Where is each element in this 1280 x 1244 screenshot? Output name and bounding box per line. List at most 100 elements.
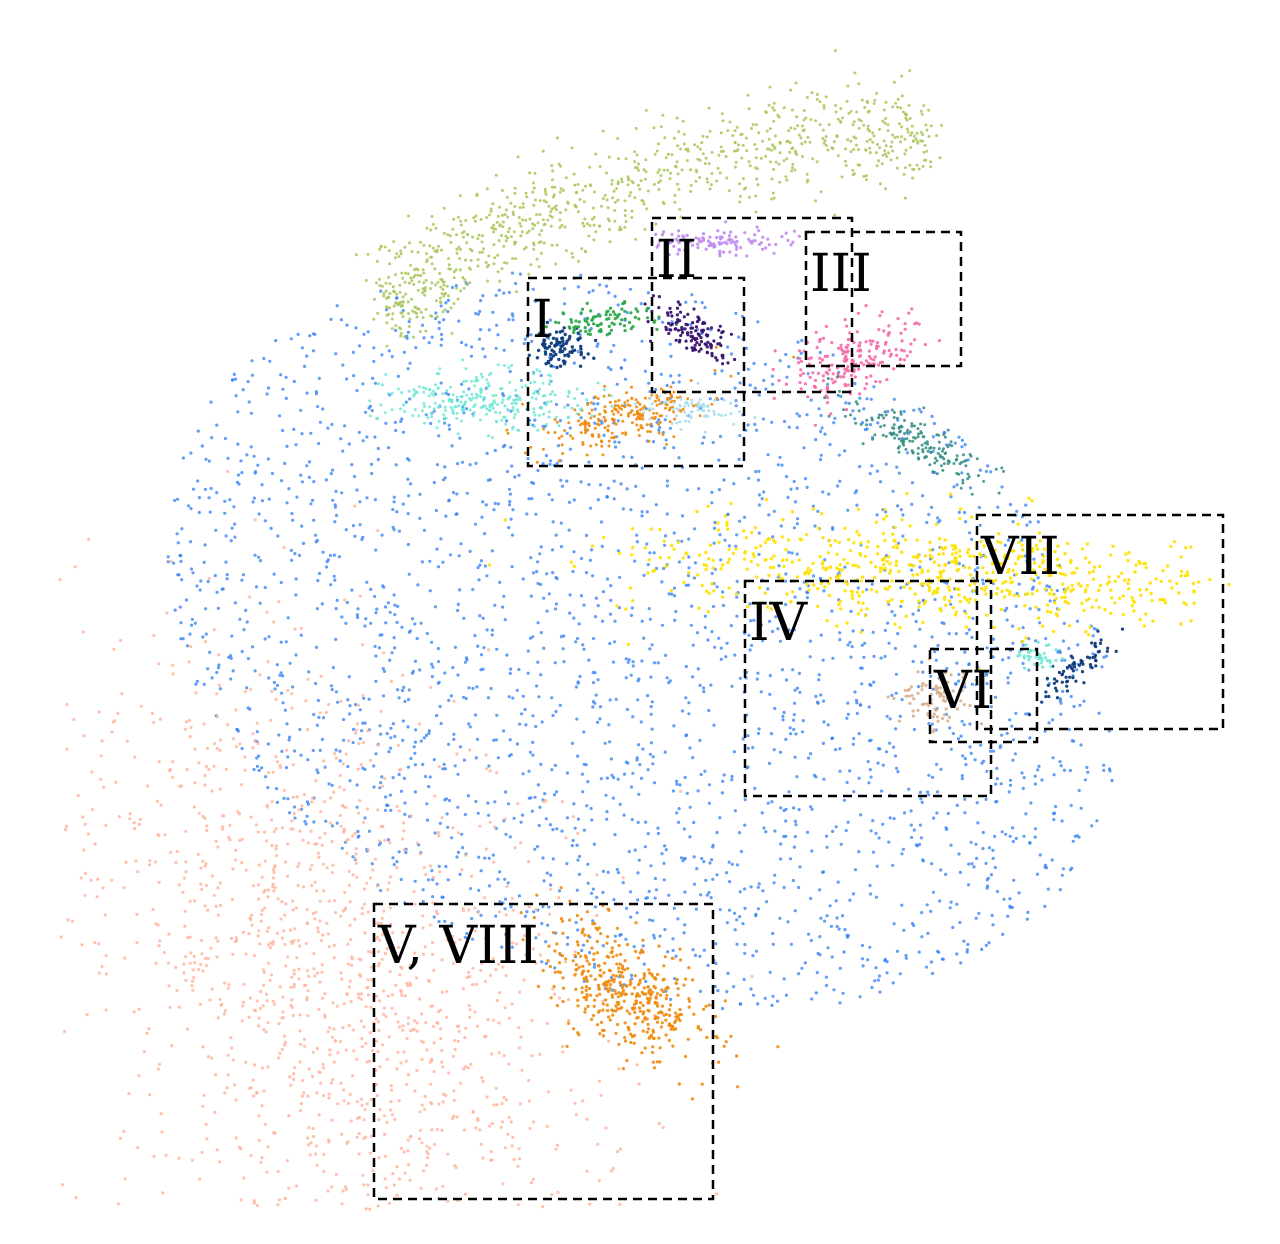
scatter-point (897, 122, 901, 126)
scatter-point (261, 968, 265, 972)
scatter-point (642, 962, 646, 966)
scatter-point (809, 398, 813, 402)
scatter-point (344, 805, 348, 810)
scatter-point (421, 268, 425, 272)
scatter-point (553, 185, 557, 189)
scatter-point (364, 1005, 368, 1009)
scatter-point (540, 720, 544, 724)
scatter-point (511, 210, 515, 214)
scatter-point (406, 272, 410, 276)
scatter-point (663, 534, 668, 538)
scatter-point (542, 199, 546, 203)
scatter-point (240, 471, 244, 475)
scatter-point (791, 718, 796, 722)
scatter-point (731, 134, 735, 137)
scatter-point (536, 560, 540, 564)
scatter-point (307, 1067, 311, 1071)
scatter-point (419, 240, 422, 244)
scatter-point (401, 304, 404, 307)
scatter-point (383, 1154, 387, 1158)
scatter-point (337, 555, 341, 559)
scatter-point (147, 1027, 151, 1031)
scatter-point (433, 794, 437, 798)
scatter-point (302, 1037, 306, 1041)
scatter-point (397, 529, 401, 533)
scatter-point (790, 169, 794, 173)
scatter-point (846, 712, 851, 716)
scatter-point (465, 407, 469, 411)
scatter-point (935, 134, 938, 138)
scatter-point (751, 993, 756, 997)
scatter-point (888, 816, 892, 820)
scatter-point (257, 1138, 261, 1143)
scatter-point (693, 300, 698, 304)
scatter-point (644, 158, 648, 162)
scatter-point (327, 1138, 331, 1142)
scatter-point (930, 722, 934, 726)
scatter-point (517, 216, 521, 219)
scatter-point (527, 229, 531, 233)
scatter-point (733, 141, 737, 145)
scatter-point (679, 789, 683, 794)
scatter-point (278, 763, 282, 768)
scatter-point (671, 937, 675, 941)
scatter-point (847, 401, 851, 405)
scatter-point (334, 1172, 338, 1176)
scatter-point (872, 654, 876, 659)
scatter-point (420, 1103, 424, 1107)
scatter-point (437, 680, 441, 684)
scatter-point (1043, 904, 1047, 909)
scatter-point (345, 377, 349, 381)
scatter-point (294, 1184, 299, 1188)
scatter-point (631, 771, 635, 775)
scatter-point (494, 346, 498, 350)
scatter-point (292, 972, 296, 976)
scatter-point (544, 454, 549, 458)
scatter-point (176, 541, 180, 545)
scatter-point (502, 348, 506, 352)
scatter-point (645, 542, 649, 546)
scatter-point (356, 703, 360, 707)
scatter-point (1014, 836, 1018, 841)
scatter-point (216, 913, 220, 917)
scatter-point (1020, 771, 1024, 775)
scatter-point (451, 227, 455, 231)
scatter-point (561, 1050, 565, 1054)
scatter-point (365, 1102, 369, 1106)
scatter-point (799, 351, 803, 355)
scatter-point (386, 994, 390, 998)
scatter-point (481, 347, 485, 351)
scatter-point (321, 407, 325, 411)
scatter-point (615, 382, 619, 386)
scatter-point (210, 874, 214, 878)
scatter-point (888, 562, 892, 566)
scatter-point (704, 567, 708, 572)
scatter-point (584, 571, 589, 575)
scatter-point (931, 687, 935, 691)
scatter-point (338, 749, 342, 753)
scatter-point (292, 379, 296, 384)
scatter-point (1107, 767, 1112, 771)
scatter-point (270, 689, 274, 694)
scatter-point (229, 656, 233, 661)
scatter-point (746, 746, 750, 751)
scatter-point (818, 457, 823, 462)
scatter-point (399, 1061, 403, 1065)
scatter-point (839, 107, 843, 110)
scatter-point (347, 985, 351, 989)
scatter-point (1061, 867, 1065, 871)
scatter-point (372, 785, 376, 789)
scatter-point (334, 513, 339, 518)
scatter-point (878, 127, 881, 131)
scatter-point (240, 746, 244, 751)
scatter-point (594, 152, 598, 156)
scatter-point (344, 621, 348, 625)
scatter-point (378, 724, 382, 728)
scatter-point (65, 747, 69, 751)
scatter-point (290, 692, 294, 696)
scatter-point (836, 117, 840, 121)
scatter-point (446, 310, 450, 314)
scatter-point (771, 942, 775, 947)
scatter-point (939, 767, 943, 772)
scatter-point (334, 352, 338, 356)
